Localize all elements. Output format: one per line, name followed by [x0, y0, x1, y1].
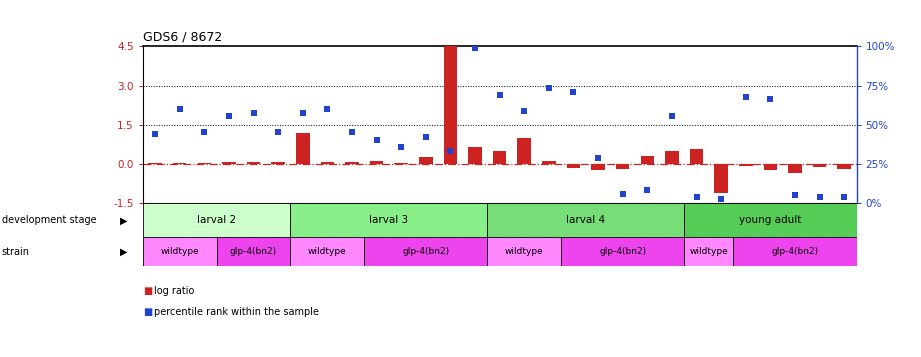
Point [517, 108, 531, 114]
Text: log ratio: log ratio [154, 286, 194, 296]
Bar [837, 164, 851, 169]
Bar [566, 164, 580, 168]
Bar [640, 156, 654, 164]
Bar [518, 138, 531, 164]
Bar [684, 203, 857, 237]
Point [271, 129, 286, 135]
Point [837, 193, 852, 199]
Point [640, 187, 655, 193]
Text: GDS6 / 8672: GDS6 / 8672 [143, 31, 222, 44]
Text: larval 2: larval 2 [197, 215, 236, 226]
Point [443, 148, 458, 154]
Point [320, 106, 334, 112]
Bar [616, 164, 629, 169]
Text: wildtype: wildtype [308, 247, 346, 256]
Bar [684, 237, 733, 266]
Bar [764, 164, 777, 170]
Point [787, 192, 802, 198]
Text: glp-4(bn2): glp-4(bn2) [772, 247, 819, 256]
Text: wildtype: wildtype [505, 247, 543, 256]
Point [590, 155, 605, 161]
Bar [813, 164, 826, 167]
Bar [197, 163, 211, 164]
Bar [419, 157, 433, 164]
Text: young adult: young adult [740, 215, 801, 226]
Text: glp-4(bn2): glp-4(bn2) [402, 247, 449, 256]
Text: glp-4(bn2): glp-4(bn2) [230, 247, 277, 256]
Bar [444, 46, 457, 164]
Bar [561, 237, 684, 266]
Point [394, 144, 409, 150]
Bar [143, 203, 290, 237]
Bar [690, 149, 704, 164]
Bar [394, 163, 408, 164]
Bar [733, 237, 857, 266]
Bar [296, 133, 309, 164]
Text: glp-4(bn2): glp-4(bn2) [600, 247, 647, 256]
Text: ■: ■ [143, 307, 152, 317]
Bar [493, 151, 507, 164]
Point [197, 129, 212, 135]
Text: development stage: development stage [2, 215, 97, 226]
Text: strain: strain [2, 247, 29, 257]
Bar [173, 163, 186, 164]
Point [542, 85, 556, 91]
Point [714, 196, 729, 202]
Text: percentile rank within the sample: percentile rank within the sample [154, 307, 319, 317]
Bar [542, 161, 555, 164]
Bar [247, 162, 261, 164]
Text: ▶: ▶ [120, 247, 127, 257]
Bar [216, 237, 290, 266]
Point [344, 129, 359, 135]
Point [493, 92, 507, 98]
Bar [365, 237, 487, 266]
Text: larval 3: larval 3 [369, 215, 408, 226]
Bar [345, 162, 359, 164]
Bar [788, 164, 802, 172]
Bar [290, 237, 365, 266]
Bar [321, 162, 334, 164]
Point [739, 94, 753, 100]
Point [468, 45, 483, 51]
Point [172, 106, 187, 112]
Point [689, 193, 704, 199]
Point [246, 110, 261, 116]
Text: wildtype: wildtype [160, 247, 199, 256]
Bar [739, 164, 752, 166]
Bar [591, 164, 605, 170]
Point [147, 131, 162, 136]
Bar [370, 161, 383, 164]
Point [665, 114, 680, 119]
Text: ▶: ▶ [120, 215, 127, 226]
Text: wildtype: wildtype [690, 247, 729, 256]
Bar [143, 237, 216, 266]
Bar [715, 164, 728, 193]
Bar [487, 237, 561, 266]
Point [222, 114, 237, 119]
Bar [468, 147, 482, 164]
Point [763, 96, 777, 102]
Point [369, 137, 384, 143]
Point [812, 193, 827, 199]
Point [418, 134, 433, 140]
Bar [272, 162, 285, 164]
Bar [665, 151, 679, 164]
Point [296, 110, 310, 116]
Text: ■: ■ [143, 286, 152, 296]
Bar [222, 162, 236, 164]
Bar [487, 203, 684, 237]
Point [566, 89, 581, 95]
Text: larval 4: larval 4 [566, 215, 605, 226]
Bar [290, 203, 487, 237]
Point [615, 191, 630, 197]
